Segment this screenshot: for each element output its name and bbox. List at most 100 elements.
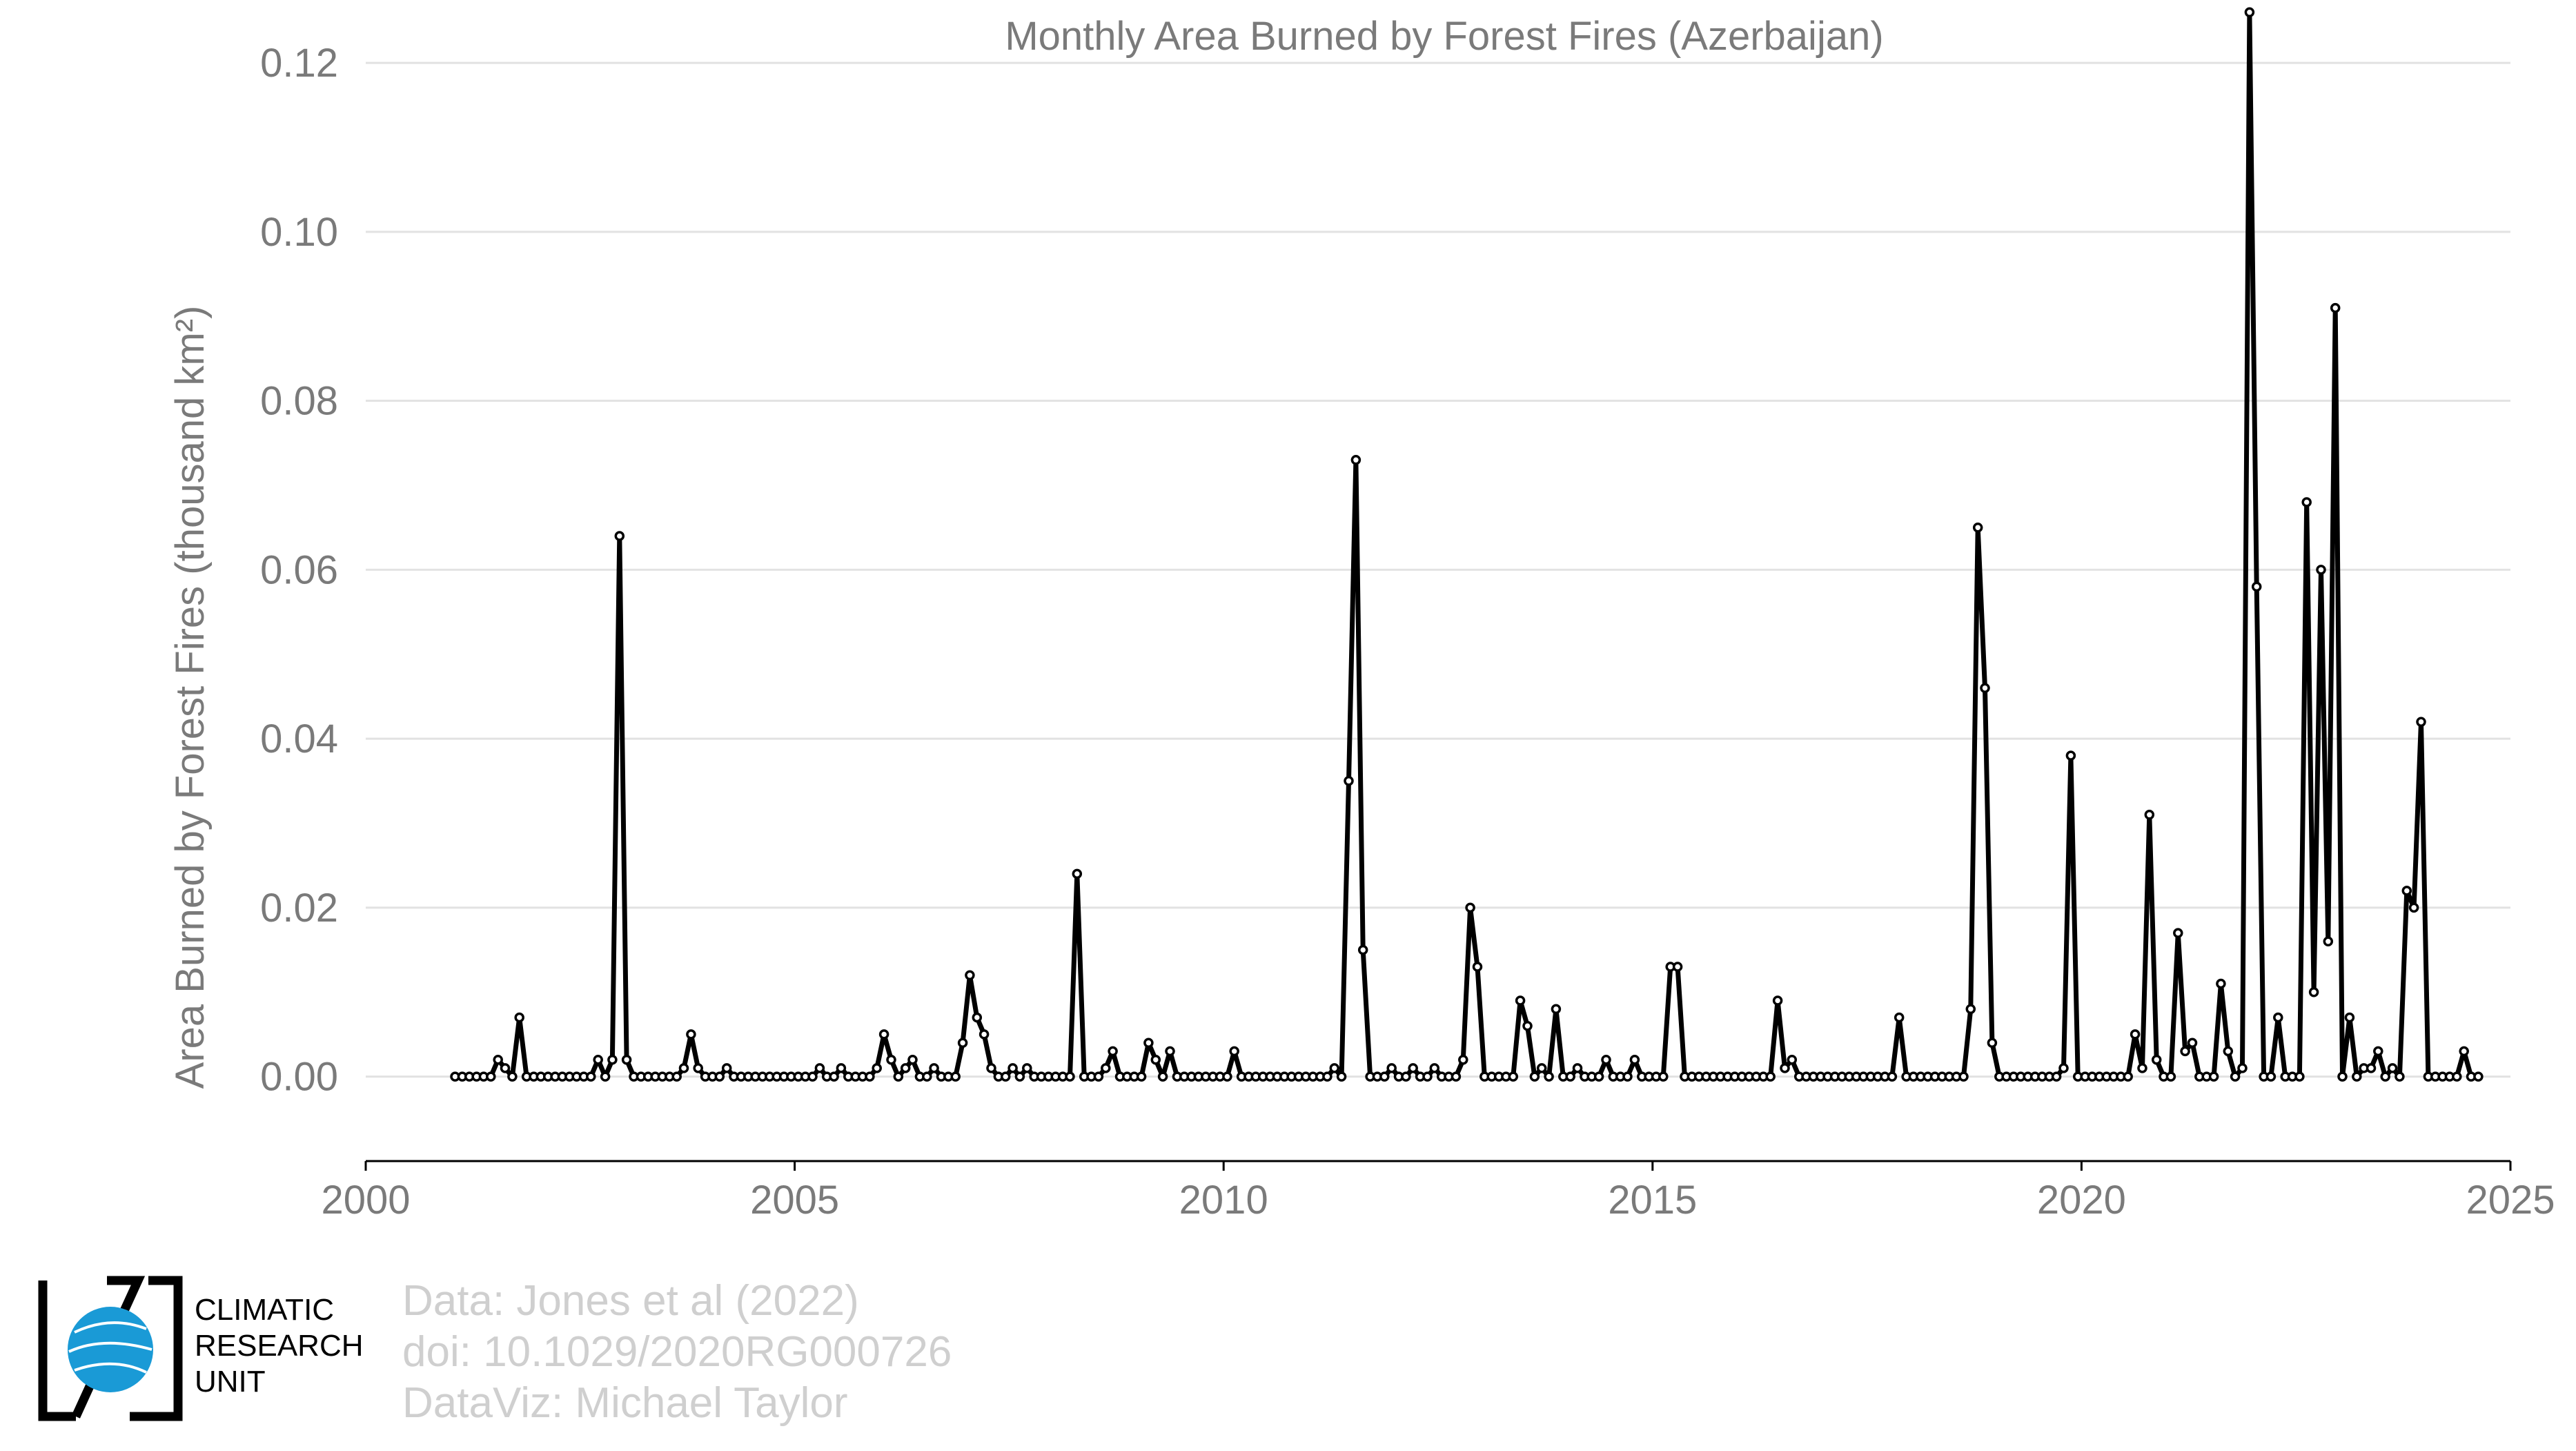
data-point <box>1136 1071 1147 1082</box>
data-point <box>1379 1071 1390 1082</box>
data-point <box>2301 497 2312 507</box>
data-point <box>1322 1071 1333 1082</box>
data-point <box>714 1071 725 1082</box>
x-tick-label: 2005 <box>750 1178 839 1223</box>
data-point <box>1565 1071 1575 1082</box>
grid-lines <box>366 61 2510 1078</box>
data-point <box>1551 1004 1562 1014</box>
data-point <box>986 1063 996 1073</box>
data-point <box>2395 1071 2405 1082</box>
data-point <box>2337 1071 2348 1082</box>
data-point <box>2366 1063 2377 1073</box>
globe-icon <box>68 1307 153 1392</box>
x-tick-label: 2015 <box>1608 1178 1697 1223</box>
data-point <box>2265 1071 2277 1082</box>
data-point <box>2230 1071 2241 1082</box>
x-tick-label: 2010 <box>1179 1178 1268 1223</box>
data-point <box>2473 1071 2484 1082</box>
data-point <box>486 1071 496 1082</box>
data-point <box>1350 455 1361 465</box>
data-point <box>1458 1054 1468 1065</box>
data-point <box>693 1063 703 1073</box>
logo-line-1: CLIMATIC <box>195 1293 335 1327</box>
data-point <box>586 1071 596 1082</box>
data-point <box>2244 7 2255 18</box>
data-point <box>2223 1046 2234 1057</box>
data-point <box>1593 1071 1604 1082</box>
data-point <box>2408 902 2419 913</box>
data-point <box>2180 1046 2190 1057</box>
data-point <box>1401 1071 1411 1082</box>
data-point <box>1894 1012 1905 1023</box>
data-point <box>2373 1046 2383 1057</box>
data-point <box>600 1071 611 1082</box>
data-point <box>807 1071 818 1082</box>
data-point <box>1965 1004 1976 1014</box>
data-point <box>1000 1071 1011 1082</box>
data-point <box>878 1029 889 1040</box>
data-point <box>2452 1071 2462 1082</box>
data-point <box>2316 565 2326 575</box>
data-point <box>1007 1063 1018 1073</box>
data-point <box>1772 995 1783 1006</box>
data-point <box>1165 1046 1175 1057</box>
y-tick-label: 0.04 <box>260 717 338 761</box>
data-point <box>2065 750 2076 761</box>
data-point <box>2123 1071 2133 1082</box>
data-point <box>2137 1063 2147 1073</box>
data-point <box>686 1029 696 1040</box>
data-point <box>2294 1071 2305 1082</box>
y-tick-label: 0.06 <box>260 547 338 592</box>
credit-dataviz: DataViz: Michael Taylor <box>402 1379 848 1427</box>
data-point <box>2165 1071 2176 1082</box>
y-tick-label: 0.12 <box>260 41 338 86</box>
data-point <box>1157 1071 1168 1082</box>
credit-doi: doi: 10.1029/2020RG000726 <box>402 1328 952 1376</box>
data-point <box>2130 1029 2141 1040</box>
x-tick-label: 2020 <box>2037 1178 2126 1223</box>
data-point <box>2352 1071 2362 1082</box>
data-point <box>893 1071 904 1082</box>
data-point <box>2237 1063 2248 1073</box>
data-point <box>950 1071 961 1082</box>
data-point <box>1658 1071 1669 1082</box>
data-point <box>1765 1071 1776 1082</box>
data-point <box>621 1054 632 1065</box>
logo-text: CLIMATIC RESEARCH UNIT <box>195 1292 364 1400</box>
data-point <box>2187 1038 2198 1048</box>
data-point <box>1522 1020 1533 1031</box>
data-point <box>514 1012 524 1023</box>
chart-title: Monthly Area Burned by Forest Fires (Aze… <box>1005 14 1883 59</box>
data-point <box>1408 1063 1418 1073</box>
data-point <box>872 1063 882 1073</box>
data-point <box>1980 683 1990 693</box>
data-point <box>900 1063 911 1073</box>
data-point <box>1972 522 1983 533</box>
data-point <box>2251 581 2262 592</box>
data-point <box>614 531 625 541</box>
data-point <box>2208 1071 2219 1082</box>
y-axis-label: Area Burned by Forest Fires (thousand km… <box>168 306 213 1089</box>
y-tick-label: 0.02 <box>260 886 338 931</box>
data-point <box>1422 1071 1433 1082</box>
data-point <box>2173 928 2183 938</box>
x-tick-label: 2000 <box>321 1178 410 1223</box>
data-point <box>886 1054 896 1065</box>
data-point <box>1622 1071 1633 1082</box>
data-point <box>1465 902 1475 913</box>
data-point <box>907 1054 918 1065</box>
x-tick-label: 2025 <box>2466 1178 2555 1223</box>
data-point <box>671 1071 682 1082</box>
data-point <box>965 970 975 981</box>
data-point <box>1544 1071 1554 1082</box>
data-point <box>1958 1071 1969 1082</box>
data-point <box>972 1012 983 1023</box>
data-point <box>1572 1063 1583 1073</box>
data-point <box>1344 776 1354 786</box>
y-tick-label: 0.08 <box>260 379 338 424</box>
data-point <box>814 1063 825 1073</box>
cru-logo-icon <box>38 1276 183 1421</box>
data-point <box>507 1071 518 1082</box>
data-point <box>2051 1071 2062 1082</box>
data-point <box>2459 1046 2469 1057</box>
